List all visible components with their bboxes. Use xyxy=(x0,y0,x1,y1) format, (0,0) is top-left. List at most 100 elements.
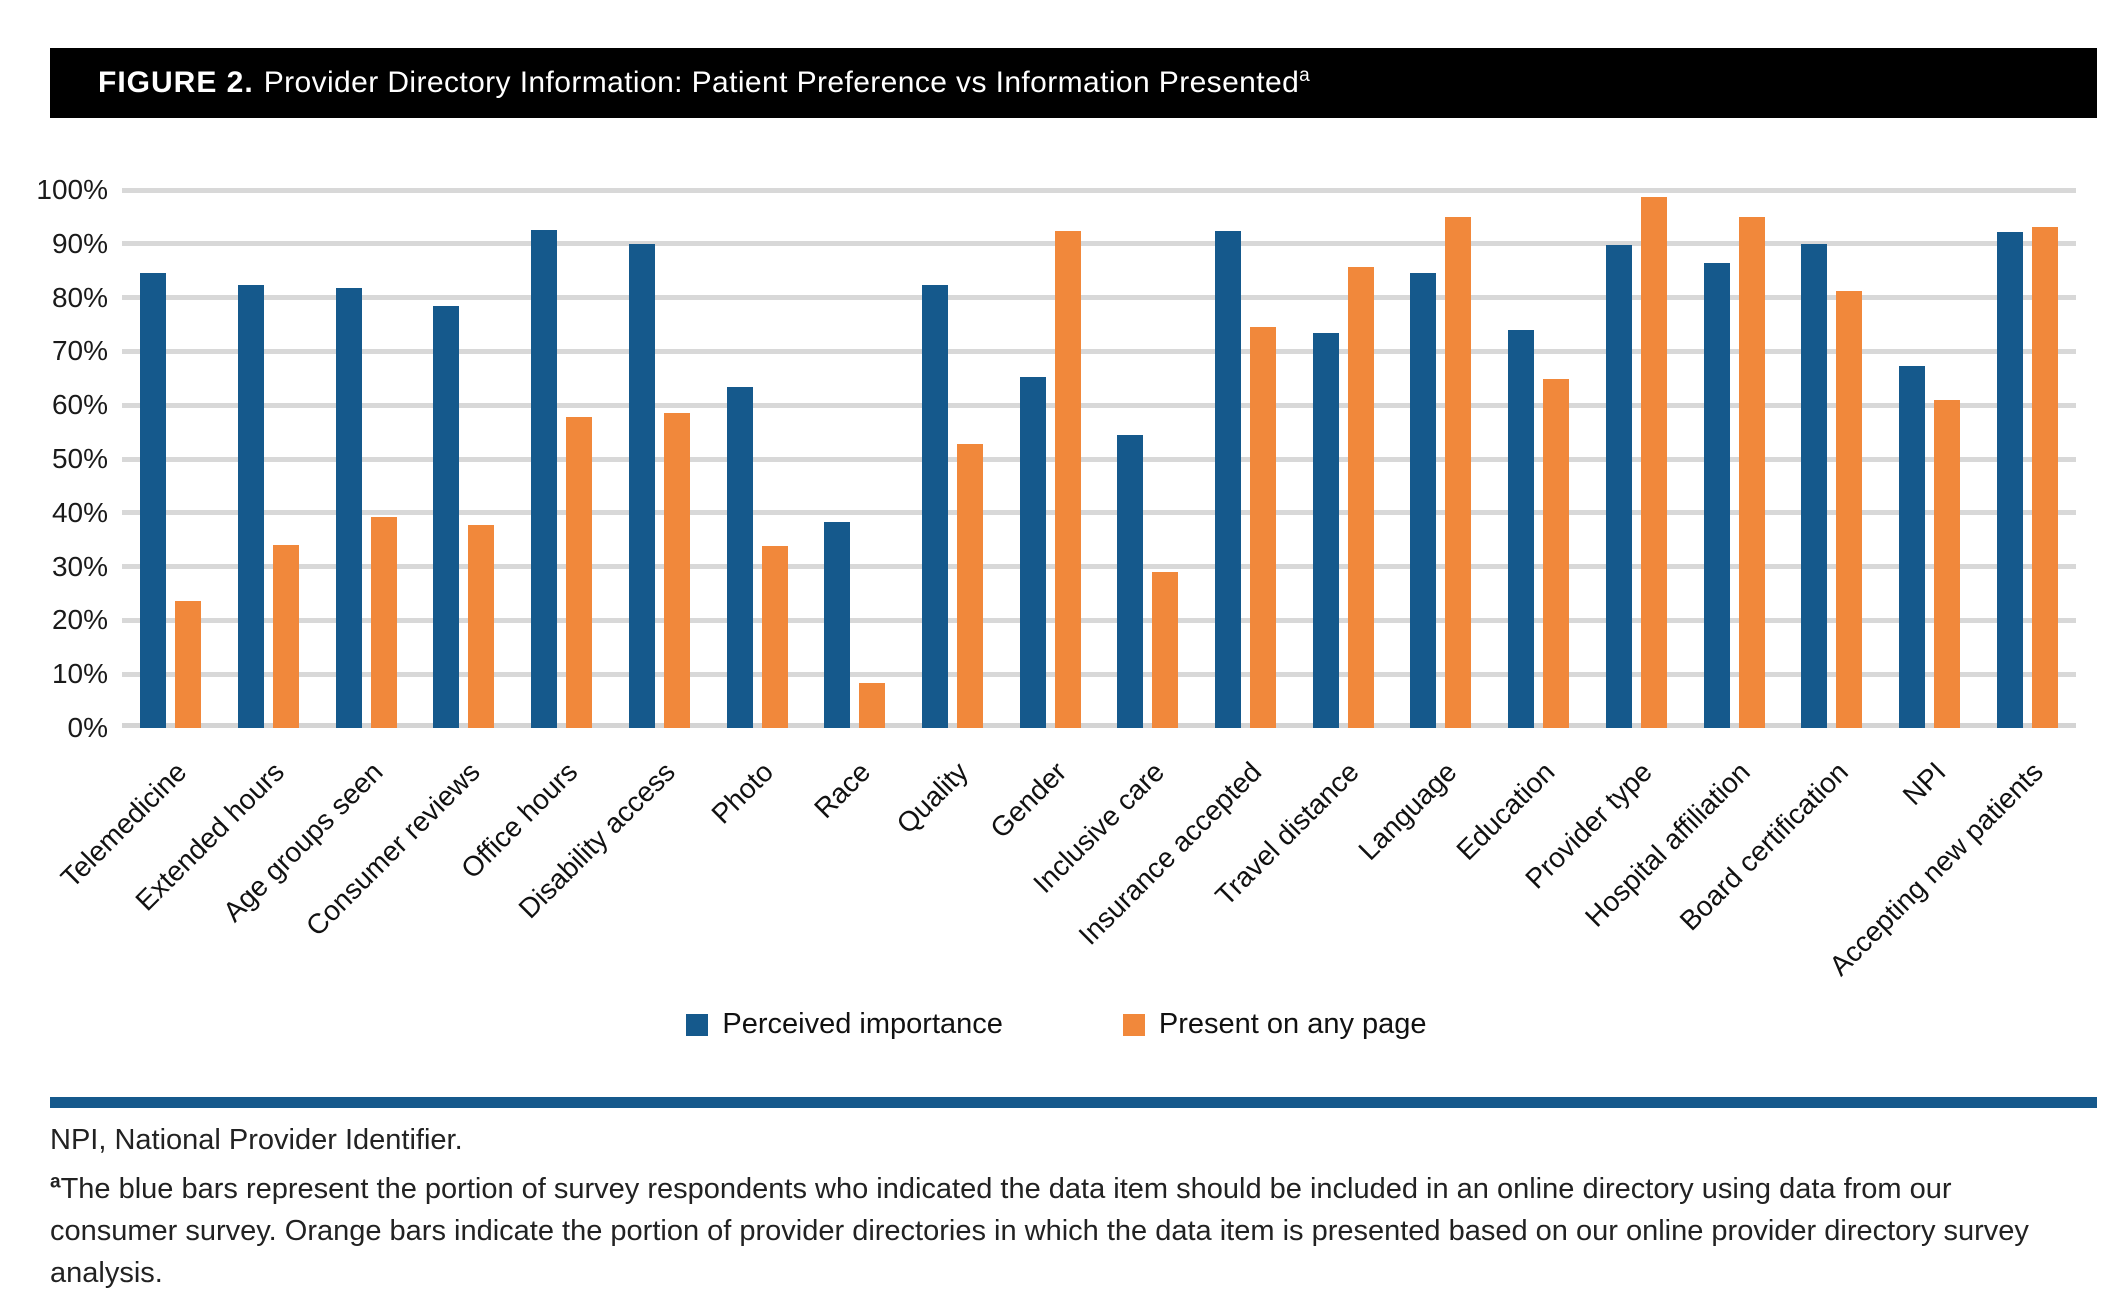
bar-group xyxy=(220,190,318,728)
bar-group xyxy=(1783,190,1881,728)
bar-perceived-importance xyxy=(1703,263,1730,728)
y-tick-label: 30% xyxy=(51,550,108,582)
bar-perceived-importance xyxy=(921,285,948,728)
bar-present-on-any-page xyxy=(1445,216,1472,728)
bar-present-on-any-page xyxy=(273,545,300,728)
abbreviation-note: NPI, National Provider Identifier. xyxy=(50,1124,463,1156)
bar-present-on-any-page xyxy=(2031,227,2058,728)
figure-title-prefix: FIGURE 2. xyxy=(98,66,254,99)
bar-perceived-importance xyxy=(238,284,265,728)
bar-group xyxy=(513,190,611,728)
bar-perceived-importance xyxy=(1899,365,1925,728)
bar-group xyxy=(1978,190,2076,728)
bar-present-on-any-page xyxy=(1836,290,1863,728)
gridline xyxy=(122,241,2076,247)
bar-group xyxy=(1197,190,1295,728)
gridline xyxy=(122,564,2076,570)
bar-present-on-any-page xyxy=(1347,266,1374,728)
bar-perceived-importance xyxy=(1019,377,1046,728)
gridline xyxy=(122,456,2076,462)
bar-present-on-any-page xyxy=(859,683,886,728)
bar-group xyxy=(1490,190,1588,728)
bar-perceived-importance xyxy=(1117,435,1144,728)
x-axis-baseline xyxy=(122,723,2076,728)
legend-item-present-on-any-page: Present on any page xyxy=(1122,1008,1427,1041)
bar-perceived-importance xyxy=(1215,230,1242,728)
bar-perceived-importance xyxy=(824,522,851,728)
bar-group xyxy=(708,190,806,728)
x-label: Board certification xyxy=(1673,756,1854,937)
x-label: Photo xyxy=(705,756,779,830)
bar-group xyxy=(1392,190,1490,728)
bar-group xyxy=(806,190,904,728)
gridline xyxy=(122,510,2076,516)
footer-divider-rule xyxy=(50,1097,2097,1108)
gridline xyxy=(122,402,2076,408)
bar-present-on-any-page xyxy=(175,601,202,728)
x-label: Hospital affiliation xyxy=(1579,756,1756,933)
y-tick-label: 70% xyxy=(51,335,108,367)
legend-item-perceived-importance: Perceived importance xyxy=(686,1008,1003,1041)
x-label: Gender xyxy=(984,756,1073,844)
footnote-text: The blue bars represent the portion of s… xyxy=(50,1173,2029,1290)
bar-perceived-importance xyxy=(1312,332,1339,728)
y-tick-label: 20% xyxy=(51,604,108,636)
bar-present-on-any-page xyxy=(663,412,690,728)
gridline xyxy=(122,671,2076,677)
bar-perceived-importance xyxy=(1410,272,1437,728)
bar-present-on-any-page xyxy=(566,417,593,728)
bar-present-on-any-page xyxy=(1250,327,1277,728)
figure-title-text: Provider Directory Information: Patient … xyxy=(263,66,1300,99)
legend-label: Present on any page xyxy=(1158,1008,1427,1040)
y-axis-labels: 0% 10% 20% 30% 40% 50% 60% 70% 80% 90% 100% xyxy=(0,175,108,743)
footnote-superscript: a xyxy=(50,1171,61,1193)
bar-present-on-any-page xyxy=(468,524,495,728)
y-tick-label: 50% xyxy=(51,443,108,474)
bar-present-on-any-page xyxy=(956,444,983,728)
x-axis-labels: Telemedicine Extended hours Age groups see… xyxy=(55,740,2076,990)
bar-group xyxy=(1588,190,1686,728)
x-label: Quality xyxy=(890,756,975,840)
bar-group xyxy=(122,190,220,728)
bar-present-on-any-page xyxy=(1054,231,1081,728)
footnote: aThe blue bars represent the portion of … xyxy=(50,1168,2063,1292)
gridline xyxy=(122,617,2076,623)
bar-perceived-importance xyxy=(140,273,167,728)
legend-swatch-orange-icon xyxy=(1122,1013,1145,1036)
y-tick-label: 0% xyxy=(67,712,108,743)
legend-label: Perceived importance xyxy=(722,1008,1003,1040)
bar-group xyxy=(1881,190,1979,728)
bars-container xyxy=(122,190,2076,728)
bar-perceived-importance xyxy=(1996,231,2023,728)
bar-group xyxy=(611,190,709,728)
bar-group xyxy=(1294,190,1392,728)
figure-title: FIGURE 2. Provider Directory Information:… xyxy=(98,66,1310,100)
figure-title-superscript: a xyxy=(1299,65,1311,86)
figure-title-bar: FIGURE 2. Provider Directory Information:… xyxy=(50,48,2097,118)
bar-perceived-importance xyxy=(1605,244,1632,728)
gridline xyxy=(122,187,2076,193)
bar-group xyxy=(415,190,513,728)
bar-perceived-importance xyxy=(726,387,753,728)
bar-present-on-any-page xyxy=(761,546,788,728)
bar-perceived-importance xyxy=(1801,243,1828,728)
bar-present-on-any-page xyxy=(1640,197,1667,728)
bar-present-on-any-page xyxy=(1543,378,1570,728)
x-label: Race xyxy=(808,756,877,825)
bar-perceived-importance xyxy=(531,229,558,728)
y-tick-label: 90% xyxy=(51,227,108,259)
y-tick-label: 40% xyxy=(51,496,108,528)
legend: Perceived importance Present on any page xyxy=(0,1008,2113,1041)
x-label: Insurance accepted xyxy=(1072,756,1268,951)
bar-group xyxy=(317,190,415,728)
y-tick-label: 60% xyxy=(51,389,108,421)
legend-swatch-blue-icon xyxy=(686,1013,709,1036)
bar-perceived-importance xyxy=(335,288,362,728)
y-tick-label: 100% xyxy=(36,174,108,205)
bar-group xyxy=(904,190,1002,728)
bar-present-on-any-page xyxy=(1152,571,1179,728)
bar-group xyxy=(1001,190,1099,728)
gridline xyxy=(122,348,2076,354)
gridline xyxy=(122,295,2076,301)
